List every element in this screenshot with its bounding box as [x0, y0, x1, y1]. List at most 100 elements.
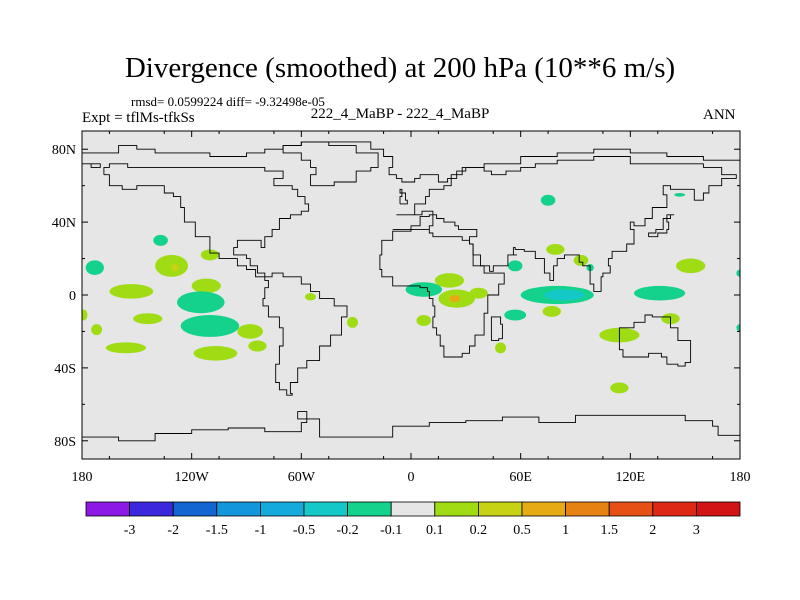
coastline-9 [490, 316, 503, 342]
anomaly-patch-11 [237, 324, 263, 339]
coastline-5 [618, 314, 692, 367]
anomaly-patch-25 [546, 243, 565, 255]
anomaly-patch-15 [105, 342, 146, 354]
anomaly-patch-32 [495, 342, 507, 354]
stats-line: rmsd= 0.0599224 diff= -9.32498e-05 [131, 94, 325, 109]
coastline-0 [82, 141, 740, 183]
anomaly-patch-8 [177, 291, 225, 314]
x-tick-label-5: 120E [616, 470, 646, 485]
anomaly-patch-3 [153, 234, 168, 246]
anomaly-patch-19 [405, 282, 443, 297]
y-tick-label-4: 80S [54, 435, 76, 450]
colorbar-box-7 [390, 501, 436, 517]
y-tick-label-3: 40S [54, 362, 76, 377]
colorbar-box-1 [129, 501, 174, 517]
y-tick-label-2: 0 [69, 289, 76, 304]
anomaly-patch-10 [133, 313, 163, 325]
colorbar-box-11 [565, 501, 610, 517]
colorbar-box-2 [172, 501, 218, 517]
anomaly-field [82, 192, 740, 394]
colorbar-box-12 [608, 501, 654, 517]
x-tick-label-3: 0 [408, 470, 415, 485]
colorbar-box-5 [303, 501, 348, 517]
anomaly-patch-17 [347, 316, 358, 328]
coastline-3 [379, 214, 505, 358]
colorbar-box-9 [477, 501, 523, 517]
colorbar-label-0: -3 [124, 523, 136, 538]
colorbar-label-8: 0.2 [470, 523, 488, 538]
anomaly-patch-0 [85, 260, 104, 275]
anomaly-patch-29 [544, 289, 585, 301]
coastline-6 [82, 411, 740, 442]
anomaly-patch-14 [304, 293, 316, 301]
y-axis: 80N 40N 0 40S 80S [52, 143, 740, 450]
anomaly-patch-4 [155, 254, 189, 277]
coastlines [82, 141, 740, 442]
case-label: 222_4_MaBP - 222_4_MaBP [310, 106, 490, 122]
colorbar-label-7: 0.1 [426, 523, 444, 538]
colorbar: -3 -2 -1.5 -1 -0.5 -0.2 -0.1 0.1 0.2 0.5 1 1.5 2 3 [85, 501, 741, 538]
anomaly-patch-5 [171, 264, 179, 272]
anomaly-patch-23 [416, 315, 432, 326]
x-tick-label-0: 180 [72, 470, 93, 485]
experiment-label: Expt = tflMs-tfkSs [82, 110, 195, 126]
colorbar-label-5: -0.2 [337, 523, 359, 538]
colorbar-label-11: 1.5 [600, 523, 618, 538]
anomaly-patch-6 [200, 249, 220, 261]
coastline-7 [399, 188, 408, 205]
colorbar-box-8 [434, 501, 479, 517]
colorbar-box-6 [347, 501, 392, 517]
anomaly-patch-2 [109, 284, 154, 299]
x-tick-label-4: 60E [509, 470, 532, 485]
anomaly-patch-7 [191, 278, 221, 294]
colorbar-box-10 [521, 501, 566, 517]
anomaly-patch-35 [676, 258, 706, 274]
colorbar-box-14 [696, 501, 741, 517]
colorbar-box-0 [85, 501, 130, 517]
coastline-4 [396, 156, 737, 292]
anomaly-patch-31 [504, 309, 527, 321]
colorbar-label-2: -1.5 [206, 523, 228, 538]
coastline-10 [82, 163, 101, 168]
anomaly-patch-12 [193, 346, 238, 361]
anomaly-patch-26 [573, 254, 589, 266]
coastline-8 [648, 214, 675, 238]
chart-title: Divergence (smoothed) at 200 hPa (10**6 … [124, 52, 676, 84]
anomaly-patch-24 [507, 260, 523, 272]
anomaly-patch-41 [736, 324, 740, 332]
anomaly-patch-39 [674, 192, 686, 197]
anomaly-patch-34 [633, 285, 686, 301]
colorbar-box-13 [652, 501, 697, 517]
colorbar-label-10: 1 [562, 523, 569, 538]
anomaly-patch-1 [91, 324, 103, 336]
colorbar-label-1: -2 [167, 523, 179, 538]
coastline-1 [103, 163, 348, 396]
colorbar-label-12: 2 [649, 523, 656, 538]
anomaly-patch-40 [736, 269, 740, 277]
y-tick-label-0: 80N [52, 143, 76, 158]
anomaly-patch-18 [434, 273, 465, 288]
coastline-2 [282, 141, 379, 187]
colorbar-label-3: -1 [255, 523, 267, 538]
colorbar-box-4 [259, 501, 305, 517]
x-tick-label-1: 120W [175, 470, 210, 485]
anomaly-patch-33 [540, 194, 556, 206]
anomaly-patch-30 [542, 305, 561, 317]
y-tick-label-1: 40N [52, 216, 76, 231]
anomaly-patch-16 [82, 309, 88, 321]
season-label: ANN [703, 107, 736, 123]
colorbar-label-13: 3 [693, 523, 700, 538]
anomaly-patch-13 [248, 340, 267, 352]
anomaly-patch-37 [610, 382, 629, 394]
x-tick-label-2: 60W [288, 470, 316, 485]
anomaly-patch-9 [180, 315, 240, 337]
x-axis: 180 120W 60W 0 60E 120E 180 [72, 131, 751, 485]
colorbar-label-9: 0.5 [513, 523, 531, 538]
colorbar-label-4: -0.5 [293, 523, 315, 538]
anomaly-patch-21 [449, 295, 461, 303]
x-tick-label-6: 180 [730, 470, 751, 485]
colorbar-label-6: -0.1 [380, 523, 402, 538]
colorbar-box-3 [216, 501, 261, 517]
anomaly-patch-22 [469, 287, 488, 299]
